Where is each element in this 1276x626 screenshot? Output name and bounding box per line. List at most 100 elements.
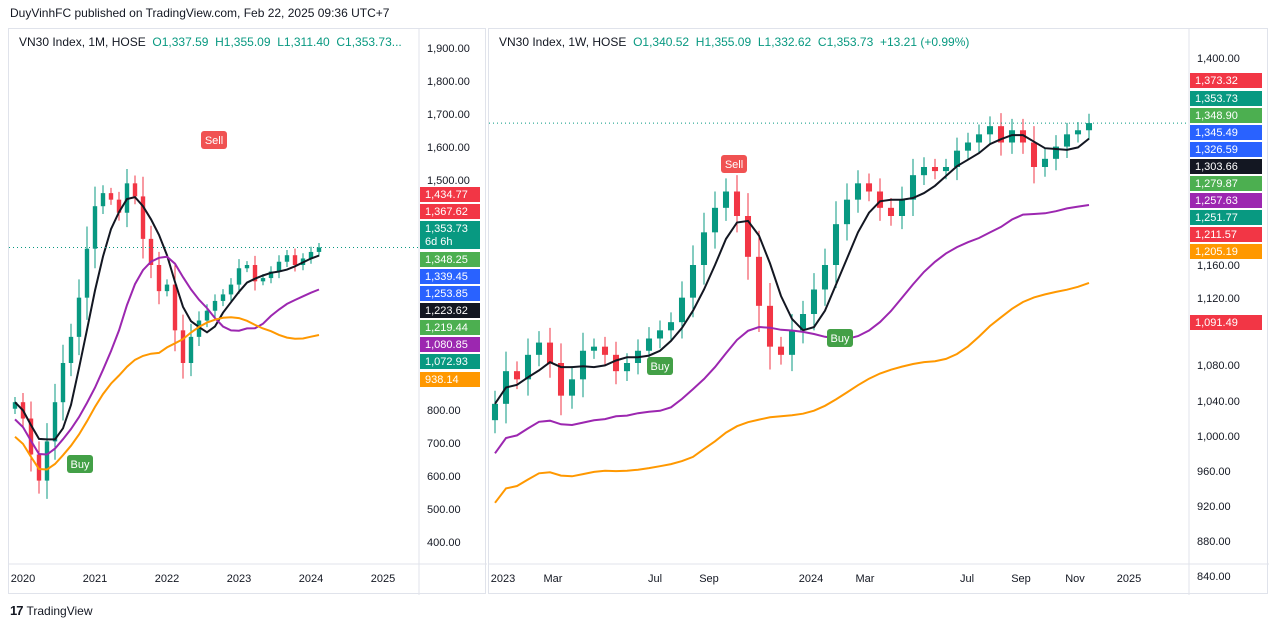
price-label-box bbox=[1190, 125, 1262, 140]
price-label-text: 1,205.19 bbox=[1195, 246, 1238, 258]
price-label-text: 1,257.63 bbox=[1195, 195, 1238, 207]
price-label-box bbox=[1190, 73, 1262, 88]
x-tick-label: Nov bbox=[1065, 573, 1085, 585]
y-tick-label: 1,800.00 bbox=[427, 76, 470, 88]
y-tick-label: 400.00 bbox=[427, 537, 461, 549]
signal-buy-text: Buy bbox=[651, 361, 670, 373]
monthly-symbol: VN30 Index, 1M, HOSE bbox=[19, 35, 146, 49]
price-label-box bbox=[420, 252, 480, 267]
candle-body bbox=[1074, 130, 1082, 135]
x-tick-label: 2025 bbox=[371, 573, 395, 585]
candle-body bbox=[590, 346, 598, 351]
candle-body bbox=[268, 271, 274, 279]
footer: 17 TradingView bbox=[10, 603, 93, 618]
candle-body bbox=[854, 183, 862, 200]
price-label-box bbox=[1190, 108, 1262, 123]
ma-black-line bbox=[14, 195, 320, 441]
candle-body bbox=[252, 265, 258, 282]
candle-body bbox=[667, 322, 675, 331]
candle-body bbox=[60, 363, 66, 403]
y-tick-label: 1,900.00 bbox=[427, 43, 470, 55]
candle-body bbox=[188, 336, 194, 363]
candle-body bbox=[260, 278, 266, 282]
candle-body bbox=[524, 354, 532, 380]
x-tick-label: Mar bbox=[856, 573, 875, 585]
candle-body bbox=[700, 232, 708, 265]
price-label-countdown: 6d 6h bbox=[425, 236, 453, 248]
price-label-text: 1,326.59 bbox=[1195, 144, 1238, 156]
signal-sell-badge bbox=[721, 155, 747, 173]
candle-body bbox=[220, 294, 226, 301]
weekly-high: H1,355.09 bbox=[695, 35, 752, 49]
candle-body bbox=[832, 224, 840, 265]
candle-body bbox=[491, 403, 499, 421]
price-label-text: 1,251.77 bbox=[1195, 212, 1238, 224]
signal-sell-badge bbox=[201, 131, 227, 149]
weekly-chart-svg[interactable]: 1,400.00 1,160.00 1,120.00 1,080.00 1,040.00… bbox=[489, 29, 1269, 595]
signal-buy-text: Buy bbox=[831, 333, 850, 345]
monthly-chart-svg[interactable]: 1,900.00 1,800.00 1,700.00 1,600.00 1,500.00… bbox=[9, 29, 487, 595]
x-tick-label: 2021 bbox=[83, 573, 107, 585]
price-label-box bbox=[420, 221, 480, 249]
candle-body bbox=[975, 134, 983, 143]
candle-body bbox=[876, 191, 884, 208]
candle-body bbox=[292, 255, 298, 265]
weekly-chart-panel[interactable]: VN30 Index, 1W, HOSE O1,340.52 H1,355.09… bbox=[488, 28, 1269, 595]
price-label-text: 1,434.77 bbox=[425, 189, 468, 201]
price-label-box bbox=[420, 269, 480, 284]
candle-body bbox=[308, 251, 314, 259]
candle-body bbox=[316, 247, 322, 252]
ma-purple-line bbox=[494, 204, 1090, 454]
candle-body bbox=[44, 441, 50, 481]
y-tick-label: 1,500.00 bbox=[427, 175, 470, 187]
x-tick-label: Mar bbox=[544, 573, 563, 585]
candle-body bbox=[986, 126, 994, 135]
x-tick-label: 2023 bbox=[227, 573, 251, 585]
y-tick-label: 1,700.00 bbox=[427, 109, 470, 121]
weekly-legend: VN30 Index, 1W, HOSE O1,340.52 H1,355.09… bbox=[499, 35, 969, 49]
price-label-box bbox=[420, 372, 480, 387]
signal-sell-text: Sell bbox=[205, 135, 223, 147]
price-label-box bbox=[420, 320, 480, 335]
candle-body bbox=[12, 402, 18, 409]
candle-body bbox=[1041, 158, 1049, 167]
ma-orange-line bbox=[14, 316, 320, 471]
x-tick-label: Jul bbox=[648, 573, 662, 585]
price-label-box bbox=[1190, 210, 1262, 225]
price-label-box bbox=[1190, 142, 1262, 157]
x-tick-label: Sep bbox=[1011, 573, 1031, 585]
x-tick-label: 2024 bbox=[299, 573, 323, 585]
price-label-box bbox=[1190, 193, 1262, 208]
candle-body bbox=[711, 207, 719, 233]
monthly-legend: VN30 Index, 1M, HOSE O1,337.59 H1,355.09… bbox=[19, 35, 402, 49]
price-label-text: 1,091.49 bbox=[1195, 317, 1238, 329]
candle-body bbox=[140, 196, 146, 239]
candle-body bbox=[76, 297, 82, 337]
candle-body bbox=[656, 330, 664, 339]
candle-body bbox=[1052, 146, 1060, 159]
monthly-low: L1,311.40 bbox=[277, 35, 330, 49]
price-label-box bbox=[1190, 227, 1262, 242]
price-label-text: 1,353.73 bbox=[425, 223, 468, 235]
candle-body bbox=[148, 238, 154, 265]
candle-body bbox=[156, 265, 162, 292]
price-label-box bbox=[420, 337, 480, 352]
weekly-close: C1,353.73 bbox=[817, 35, 874, 49]
candle-body bbox=[942, 167, 950, 172]
x-tick-label: 2020 bbox=[11, 573, 35, 585]
y-tick-label: 1,600.00 bbox=[427, 142, 470, 154]
price-label-text: 1,223.62 bbox=[425, 305, 468, 317]
candle-body bbox=[164, 284, 170, 292]
price-label-box bbox=[1190, 244, 1262, 259]
candle-body bbox=[744, 216, 752, 257]
price-label-box bbox=[1190, 176, 1262, 191]
monthly-chart-panel[interactable]: VN30 Index, 1M, HOSE O1,337.59 H1,355.09… bbox=[8, 28, 487, 595]
price-label-text: 1,279.87 bbox=[1195, 178, 1238, 190]
price-label-text: 1,348.90 bbox=[1195, 110, 1238, 122]
candle-body bbox=[964, 142, 972, 151]
candle-body bbox=[236, 268, 242, 285]
ma-black-line bbox=[494, 134, 1090, 405]
price-label-box bbox=[1190, 315, 1262, 330]
y-tick-label: 1,080.00 bbox=[1197, 360, 1240, 372]
price-label-text: 1,339.45 bbox=[425, 271, 468, 283]
